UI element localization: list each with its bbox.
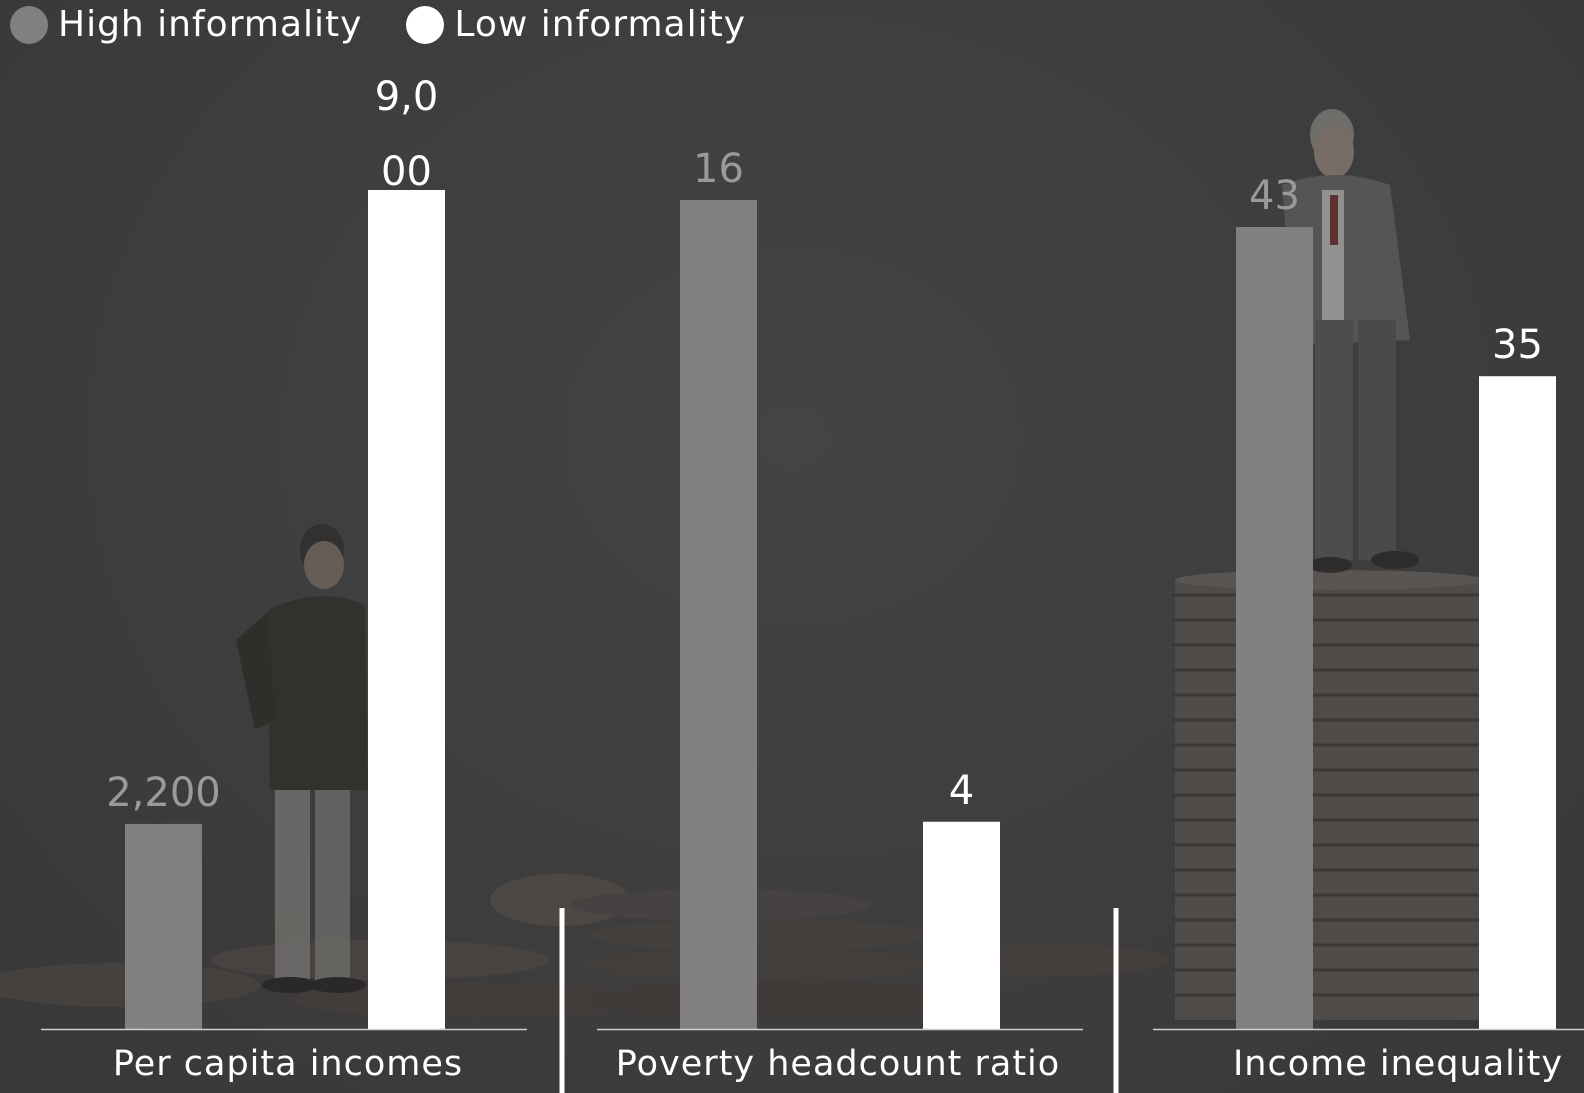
category-label-3: Income inequality <box>1233 1044 1563 1084</box>
bar-low-1 <box>368 190 445 1029</box>
coin-stack-right <box>1172 570 1488 1020</box>
legend-item-high: High informality <box>10 4 362 45</box>
data-label-high-2: 16 <box>693 146 744 192</box>
data-label-high-1: 2,200 <box>106 770 221 816</box>
bar-high-3 <box>1236 227 1313 1029</box>
legend-item-low: Low informality <box>406 4 746 45</box>
data-label-low-1-line1: 9,0 <box>375 74 439 120</box>
labels-layer: 2,200 9,0 00 Per capita incomes 16 4 Poverty h… <box>106 74 1563 1084</box>
legend: High informality Low informality <box>10 4 790 45</box>
data-label-low-1-line2: 00 <box>381 149 432 195</box>
bar-low-3 <box>1479 376 1556 1029</box>
coin-stack-edges <box>1172 593 1488 997</box>
category-label-1: Per capita incomes <box>113 1044 463 1084</box>
legend-swatch-high <box>10 5 48 44</box>
data-label-low-3: 35 <box>1492 322 1543 368</box>
figurine-left <box>236 524 368 993</box>
legend-label-low: Low informality <box>454 4 746 45</box>
data-label-high-3: 43 <box>1249 173 1300 219</box>
dividers-layer <box>559 908 1119 1093</box>
legend-label-high: High informality <box>58 4 363 45</box>
bar-high-1 <box>125 823 202 1029</box>
bars-layer <box>125 190 1556 1029</box>
figurine-right <box>1282 109 1419 573</box>
legend-swatch-low <box>406 5 445 44</box>
category-label-2: Poverty headcount ratio <box>616 1044 1060 1084</box>
bar-low-2 <box>923 821 1000 1029</box>
bar-high-2 <box>680 200 757 1029</box>
data-label-low-2: 4 <box>949 768 974 814</box>
